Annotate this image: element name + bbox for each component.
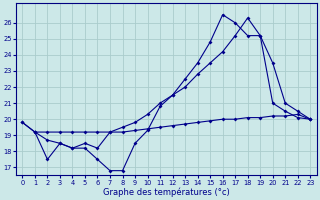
X-axis label: Graphe des températures (°c): Graphe des températures (°c)	[103, 187, 230, 197]
